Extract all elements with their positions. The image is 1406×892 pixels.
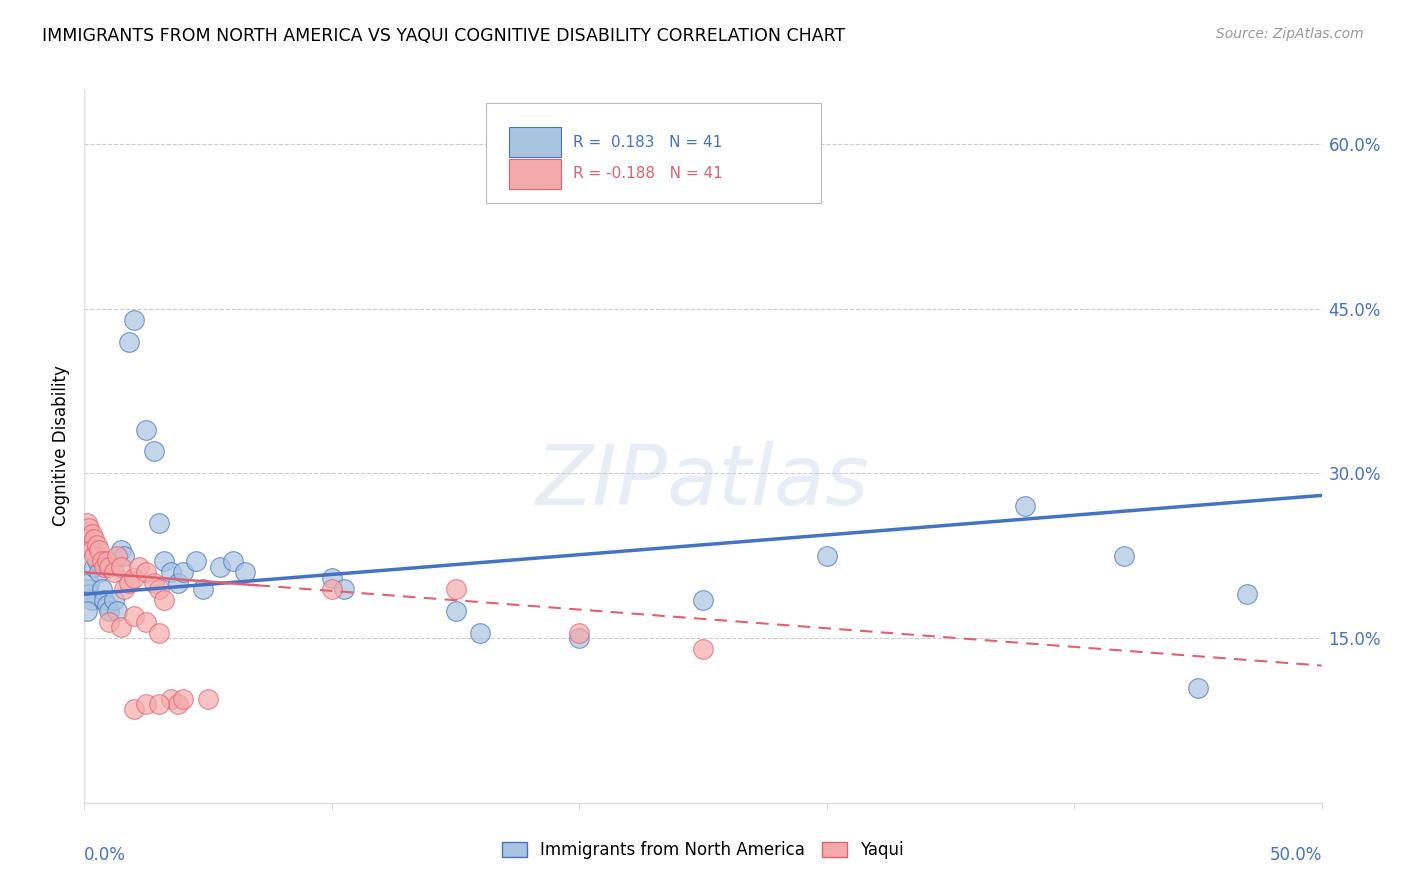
Point	[105, 604, 128, 618]
Point	[135, 697, 157, 711]
Text: IMMIGRANTS FROM NORTH AMERICA VS YAQUI COGNITIVE DISABILITY CORRELATION CHART: IMMIGRANTS FROM NORTH AMERICA VS YAQUI C…	[42, 27, 845, 45]
Point	[148, 582, 170, 596]
Point	[172, 566, 194, 580]
Point	[98, 615, 121, 629]
Y-axis label: Cognitive Disability: Cognitive Disability	[52, 366, 70, 526]
Point	[89, 543, 111, 558]
Point	[103, 566, 125, 580]
Point	[321, 571, 343, 585]
Point	[172, 691, 194, 706]
Point	[1112, 549, 1135, 563]
Point	[76, 582, 98, 596]
Point	[122, 312, 145, 326]
Point	[83, 533, 105, 547]
Point	[76, 533, 98, 547]
Point	[568, 631, 591, 645]
Point	[815, 549, 838, 563]
Point	[80, 543, 103, 558]
Point	[568, 625, 591, 640]
Point	[79, 521, 101, 535]
Point	[118, 334, 141, 349]
FancyBboxPatch shape	[509, 128, 561, 157]
Point	[142, 576, 165, 591]
Point	[89, 566, 111, 580]
Point	[86, 538, 108, 552]
Point	[692, 642, 714, 657]
Text: ZIPatlas: ZIPatlas	[536, 442, 870, 522]
Point	[444, 582, 467, 596]
Point	[96, 554, 118, 568]
Text: Source: ZipAtlas.com: Source: ZipAtlas.com	[1216, 27, 1364, 41]
Point	[110, 620, 132, 634]
Point	[692, 592, 714, 607]
Point	[167, 576, 190, 591]
Point	[470, 625, 492, 640]
Point	[148, 697, 170, 711]
Point	[93, 559, 115, 574]
Point	[79, 576, 101, 591]
Point	[90, 554, 112, 568]
Point	[86, 554, 108, 568]
Point	[128, 559, 150, 574]
Point	[152, 592, 174, 607]
Point	[135, 615, 157, 629]
Point	[209, 559, 232, 574]
Point	[444, 604, 467, 618]
Point	[110, 559, 132, 574]
Point	[160, 691, 183, 706]
Point	[105, 549, 128, 563]
Legend: Immigrants from North America, Yaqui: Immigrants from North America, Yaqui	[495, 835, 911, 866]
Point	[167, 697, 190, 711]
Point	[333, 582, 356, 596]
Point	[79, 538, 101, 552]
Point	[83, 549, 105, 563]
Point	[233, 566, 256, 580]
Point	[1014, 500, 1036, 514]
Point	[321, 582, 343, 596]
Point	[80, 592, 103, 607]
Point	[222, 554, 245, 568]
FancyBboxPatch shape	[509, 159, 561, 189]
Text: 0.0%: 0.0%	[84, 846, 127, 863]
Point	[76, 516, 98, 530]
Point	[148, 625, 170, 640]
Point	[152, 554, 174, 568]
Point	[118, 576, 141, 591]
Point	[112, 582, 135, 596]
Point	[103, 592, 125, 607]
Point	[122, 571, 145, 585]
FancyBboxPatch shape	[486, 103, 821, 203]
Text: 50.0%: 50.0%	[1270, 846, 1322, 863]
Point	[135, 566, 157, 580]
Point	[1187, 681, 1209, 695]
Point	[135, 423, 157, 437]
Point	[110, 543, 132, 558]
Point	[160, 566, 183, 580]
Text: R = -0.188   N = 41: R = -0.188 N = 41	[574, 166, 723, 181]
Point	[79, 587, 101, 601]
Point	[191, 582, 214, 596]
Point	[197, 691, 219, 706]
Point	[122, 702, 145, 716]
Point	[90, 582, 112, 596]
Point	[148, 516, 170, 530]
Point	[80, 526, 103, 541]
Point	[98, 559, 121, 574]
Point	[83, 559, 105, 574]
Point	[76, 604, 98, 618]
Point	[122, 609, 145, 624]
Text: R =  0.183   N = 41: R = 0.183 N = 41	[574, 135, 723, 150]
Point	[98, 604, 121, 618]
Point	[93, 592, 115, 607]
Point	[142, 444, 165, 458]
Point	[112, 549, 135, 563]
Point	[96, 598, 118, 612]
Point	[1236, 587, 1258, 601]
Point	[184, 554, 207, 568]
